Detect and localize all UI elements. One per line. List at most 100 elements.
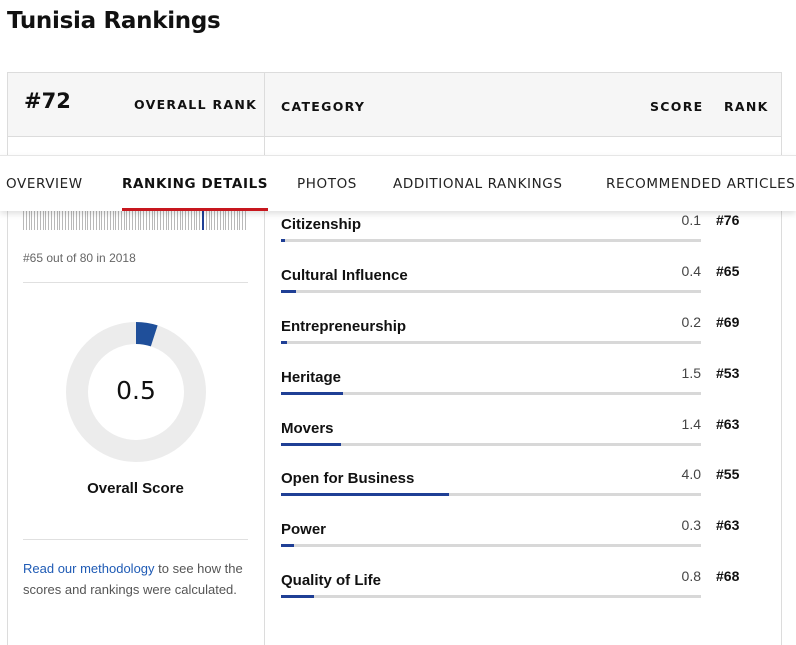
- history-tick: [174, 210, 176, 230]
- history-tick: [129, 210, 131, 230]
- category-rank: #55: [716, 466, 740, 482]
- category-table-header: CATEGORY SCORE RANK: [265, 73, 781, 137]
- rank-column-header: RANK: [724, 99, 769, 114]
- history-tick: [101, 210, 103, 230]
- section-tabs: OVERVIEW RANKING DETAILS PHOTOS ADDITION…: [0, 155, 796, 211]
- category-row: Citizenship 0.1 #76: [281, 212, 739, 266]
- methodology-link[interactable]: Read our methodology: [23, 561, 155, 576]
- category-rank: #65: [716, 263, 740, 279]
- overall-score-label: Overall Score: [87, 480, 184, 497]
- history-tick: [123, 210, 125, 230]
- history-tick: [222, 210, 224, 230]
- overall-column: [8, 73, 265, 645]
- category-score: 4.0: [681, 466, 701, 482]
- history-tick: [39, 210, 41, 230]
- tab-overview[interactable]: OVERVIEW: [6, 176, 83, 192]
- category-rank: #68: [716, 568, 740, 584]
- history-tick: [157, 210, 159, 230]
- overall-score-donut: [66, 322, 206, 462]
- history-tick: [162, 210, 164, 230]
- history-tick: [92, 210, 94, 230]
- history-tick: [59, 210, 61, 230]
- score-bar-track: [281, 595, 701, 598]
- tab-photos[interactable]: PHOTOS: [297, 176, 357, 192]
- history-tick: [190, 210, 192, 230]
- history-tick: [242, 210, 244, 230]
- score-bar-track: [281, 239, 701, 242]
- category-rank: #69: [716, 314, 740, 330]
- history-tick: [143, 210, 145, 230]
- category-row: Power 0.3 #63: [281, 517, 739, 571]
- tab-recommended-articles[interactable]: RECOMMENDED ARTICLES: [606, 176, 796, 192]
- history-tick: [56, 210, 58, 230]
- methodology-note: Read our methodology to see how the scor…: [23, 558, 248, 600]
- history-tick: [137, 210, 139, 230]
- category-row: Entrepreneurship 0.2 #69: [281, 314, 739, 368]
- category-name: Movers: [281, 420, 334, 437]
- history-tick: [199, 210, 201, 230]
- divider: [23, 539, 248, 540]
- category-name: Entrepreneurship: [281, 318, 407, 335]
- methodology-text: to see how the scores and rankings were …: [23, 561, 243, 597]
- history-tick: [132, 210, 134, 230]
- score-bar-track: [281, 443, 701, 446]
- history-tick: [106, 210, 108, 230]
- category-score: 0.8: [681, 568, 701, 584]
- score-bar-fill: [281, 239, 286, 242]
- score-bar-fill: [281, 595, 314, 598]
- category-rank: #53: [716, 365, 740, 381]
- category-score: 0.1: [681, 212, 701, 228]
- history-tick: [84, 210, 86, 230]
- history-tick: [148, 210, 150, 230]
- score-bar-fill: [281, 493, 449, 496]
- tab-additional-rankings[interactable]: ADDITIONAL RANKINGS: [393, 176, 563, 192]
- history-tick: [193, 210, 195, 230]
- history-tick: [214, 210, 216, 230]
- history-tick: [53, 210, 55, 230]
- history-tick: [160, 210, 162, 230]
- category-name: Open for Business: [281, 470, 415, 487]
- history-tick: [90, 210, 92, 230]
- category-row: Open for Business 4.0 #55: [281, 466, 739, 520]
- rank-history-note: #65 out of 80 in 2018: [23, 251, 136, 265]
- tab-ranking-details[interactable]: RANKING DETAILS: [122, 156, 269, 211]
- history-tick: [98, 210, 100, 230]
- history-tick: [28, 210, 30, 230]
- overall-rank-value: #72: [24, 89, 71, 113]
- history-tick: [76, 210, 78, 230]
- score-bar-track: [281, 493, 701, 496]
- score-bar-fill: [281, 544, 294, 547]
- score-bar-fill: [281, 290, 296, 293]
- category-score: 0.3: [681, 517, 701, 533]
- history-tick: [73, 210, 75, 230]
- history-tick: [134, 210, 136, 230]
- history-tick: [179, 210, 181, 230]
- history-tick: [140, 210, 142, 230]
- category-score: 0.4: [681, 263, 701, 279]
- category-score: 0.2: [681, 314, 701, 330]
- history-tick: [70, 210, 72, 230]
- history-tick: [67, 210, 69, 230]
- category-rank: #76: [716, 212, 740, 228]
- history-tick: [146, 210, 148, 230]
- history-tick: [228, 210, 230, 230]
- category-name: Power: [281, 521, 327, 538]
- score-bar-fill: [281, 443, 342, 446]
- history-tick: [182, 210, 184, 230]
- history-tick: [62, 210, 64, 230]
- history-tick: [120, 210, 122, 230]
- history-tick: [244, 210, 246, 230]
- category-row: Heritage 1.5 #53: [281, 365, 739, 419]
- history-tick: [230, 210, 232, 230]
- history-tick: [126, 210, 128, 230]
- history-tick: [176, 210, 178, 230]
- history-tick: [64, 210, 66, 230]
- history-tick: [236, 210, 238, 230]
- category-name: Cultural Influence: [281, 267, 408, 284]
- history-tick: [112, 210, 114, 230]
- category-column-header: CATEGORY: [281, 99, 366, 114]
- history-tick: [168, 210, 170, 230]
- history-tick: [42, 210, 44, 230]
- category-row: Movers 1.4 #63: [281, 416, 739, 470]
- donut-fill: [66, 322, 206, 462]
